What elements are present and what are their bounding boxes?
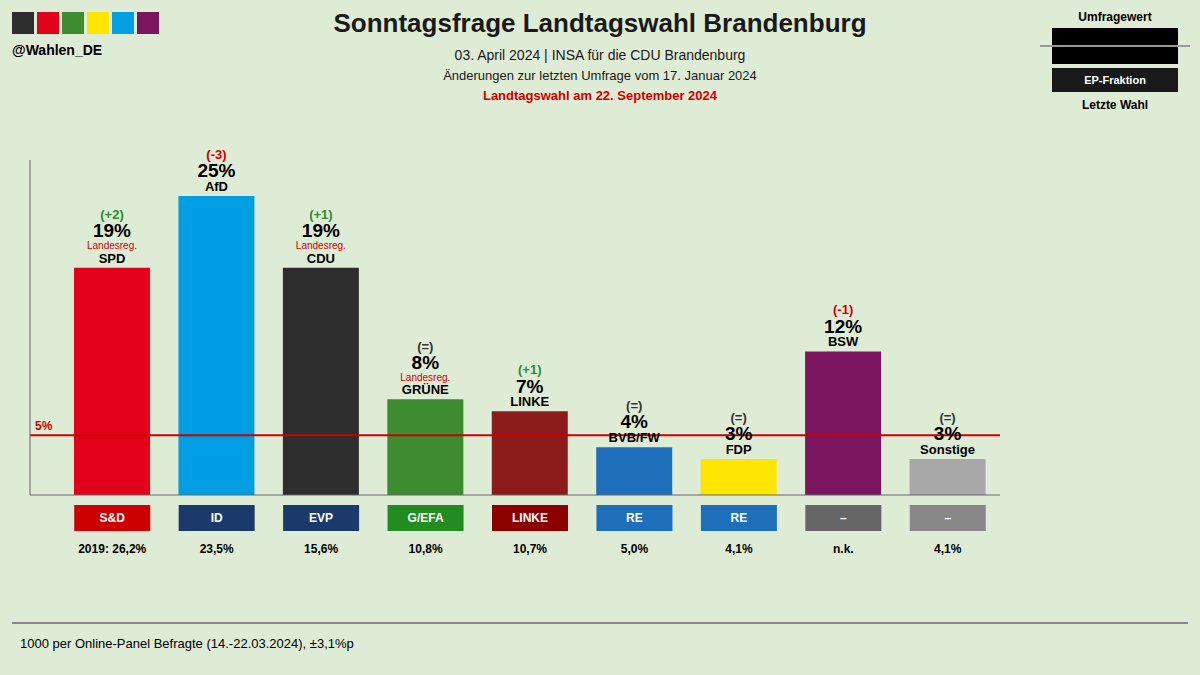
svg-text:Landesreg.: Landesreg.: [296, 240, 346, 251]
svg-text:(-1): (-1): [833, 302, 853, 317]
html-text:Sonntagsfrage Landtagswahl Bra: Sonntagsfrage Landtagswahl Brandenburg: [333, 8, 867, 38]
svg-text:25%: 25%: [197, 160, 235, 181]
svg-text:19%: 19%: [302, 220, 340, 241]
svg-text:(=): (=): [731, 410, 747, 425]
svg-text:23,5%: 23,5%: [200, 542, 234, 556]
svg-text:(+1): (+1): [309, 207, 332, 222]
svg-text:19%: 19%: [93, 220, 131, 241]
svg-text:7%: 7%: [516, 376, 544, 397]
svg-text:EVP: EVP: [309, 511, 333, 525]
svg-text:(+1): (+1): [518, 362, 541, 377]
svg-text:(=): (=): [417, 339, 433, 354]
svg-text:(=): (=): [626, 398, 642, 413]
svg-text:(+2): (+2): [100, 207, 123, 222]
svg-text:(-3): (-3): [206, 147, 226, 162]
svg-text:15,6%: 15,6%: [304, 542, 338, 556]
svg-text:FDP: FDP: [725, 442, 752, 458]
svg-text:LINKE: LINKE: [510, 394, 549, 409]
html-text:Letzte Wahl: Letzte Wahl: [1081, 98, 1149, 112]
svg-text:4%: 4%: [620, 411, 648, 432]
svg-text:GRÜNE: GRÜNE: [402, 382, 449, 397]
svg-text:ID: ID: [211, 511, 223, 525]
svg-text:2019: 26,2%: 2019: 26,2%: [78, 542, 146, 556]
svg-text:–: –: [840, 511, 847, 525]
svg-text:CDU: CDU: [307, 251, 335, 266]
svg-text:(=): (=): [939, 410, 955, 425]
html-text:03. April 2024 | INSA für die: 03. April 2024 | INSA für die CDU Brande…: [454, 47, 746, 63]
svg-text:Landesreg.: Landesreg.: [87, 240, 137, 251]
svg-text:S&D: S&D: [100, 511, 126, 525]
svg-text:5,0%: 5,0%: [621, 542, 649, 556]
svg-text:RE: RE: [731, 511, 748, 525]
svg-text:BSW: BSW: [827, 334, 859, 350]
svg-text:Landesreg.: Landesreg.: [400, 372, 450, 383]
html-text:Umfragewert: Umfragewert: [1078, 10, 1152, 24]
svg-text:5%: 5%: [35, 419, 53, 433]
svg-text:AfD: AfD: [204, 178, 228, 194]
svg-text:n.k.: n.k.: [833, 542, 854, 556]
svg-text:10,8%: 10,8%: [409, 542, 443, 556]
svg-text:BVB/FW: BVB/FW: [608, 430, 660, 446]
html-text:Änderungen zur letzten Umfrage: Änderungen zur letzten Umfrage vom 17. J…: [443, 68, 757, 83]
html-text:EP-Fraktion: EP-Fraktion: [1084, 74, 1146, 86]
svg-text:4,1%: 4,1%: [934, 542, 962, 556]
svg-text:10,7%: 10,7%: [513, 542, 547, 556]
html-text:@Wahlen_DE: @Wahlen_DE: [12, 42, 103, 58]
svg-text:SPD: SPD: [99, 251, 126, 266]
svg-text:G/EFA: G/EFA: [408, 511, 444, 525]
svg-text:LINKE: LINKE: [512, 511, 548, 525]
html-text:1000 per Online-Panel Befragte: 1000 per Online-Panel Befragte (14.-22.0…: [20, 636, 354, 651]
svg-text:3%: 3%: [934, 423, 962, 444]
svg-text:12%: 12%: [824, 316, 862, 337]
svg-text:Sonstige: Sonstige: [920, 442, 975, 458]
html-text:Landtagswahl am 22. September: Landtagswahl am 22. September 2024: [482, 88, 717, 103]
svg-text:RE: RE: [626, 511, 643, 525]
svg-text:3%: 3%: [725, 423, 753, 444]
svg-text:–: –: [944, 511, 951, 525]
svg-text:8%: 8%: [412, 352, 440, 373]
svg-text:4,1%: 4,1%: [725, 542, 753, 556]
